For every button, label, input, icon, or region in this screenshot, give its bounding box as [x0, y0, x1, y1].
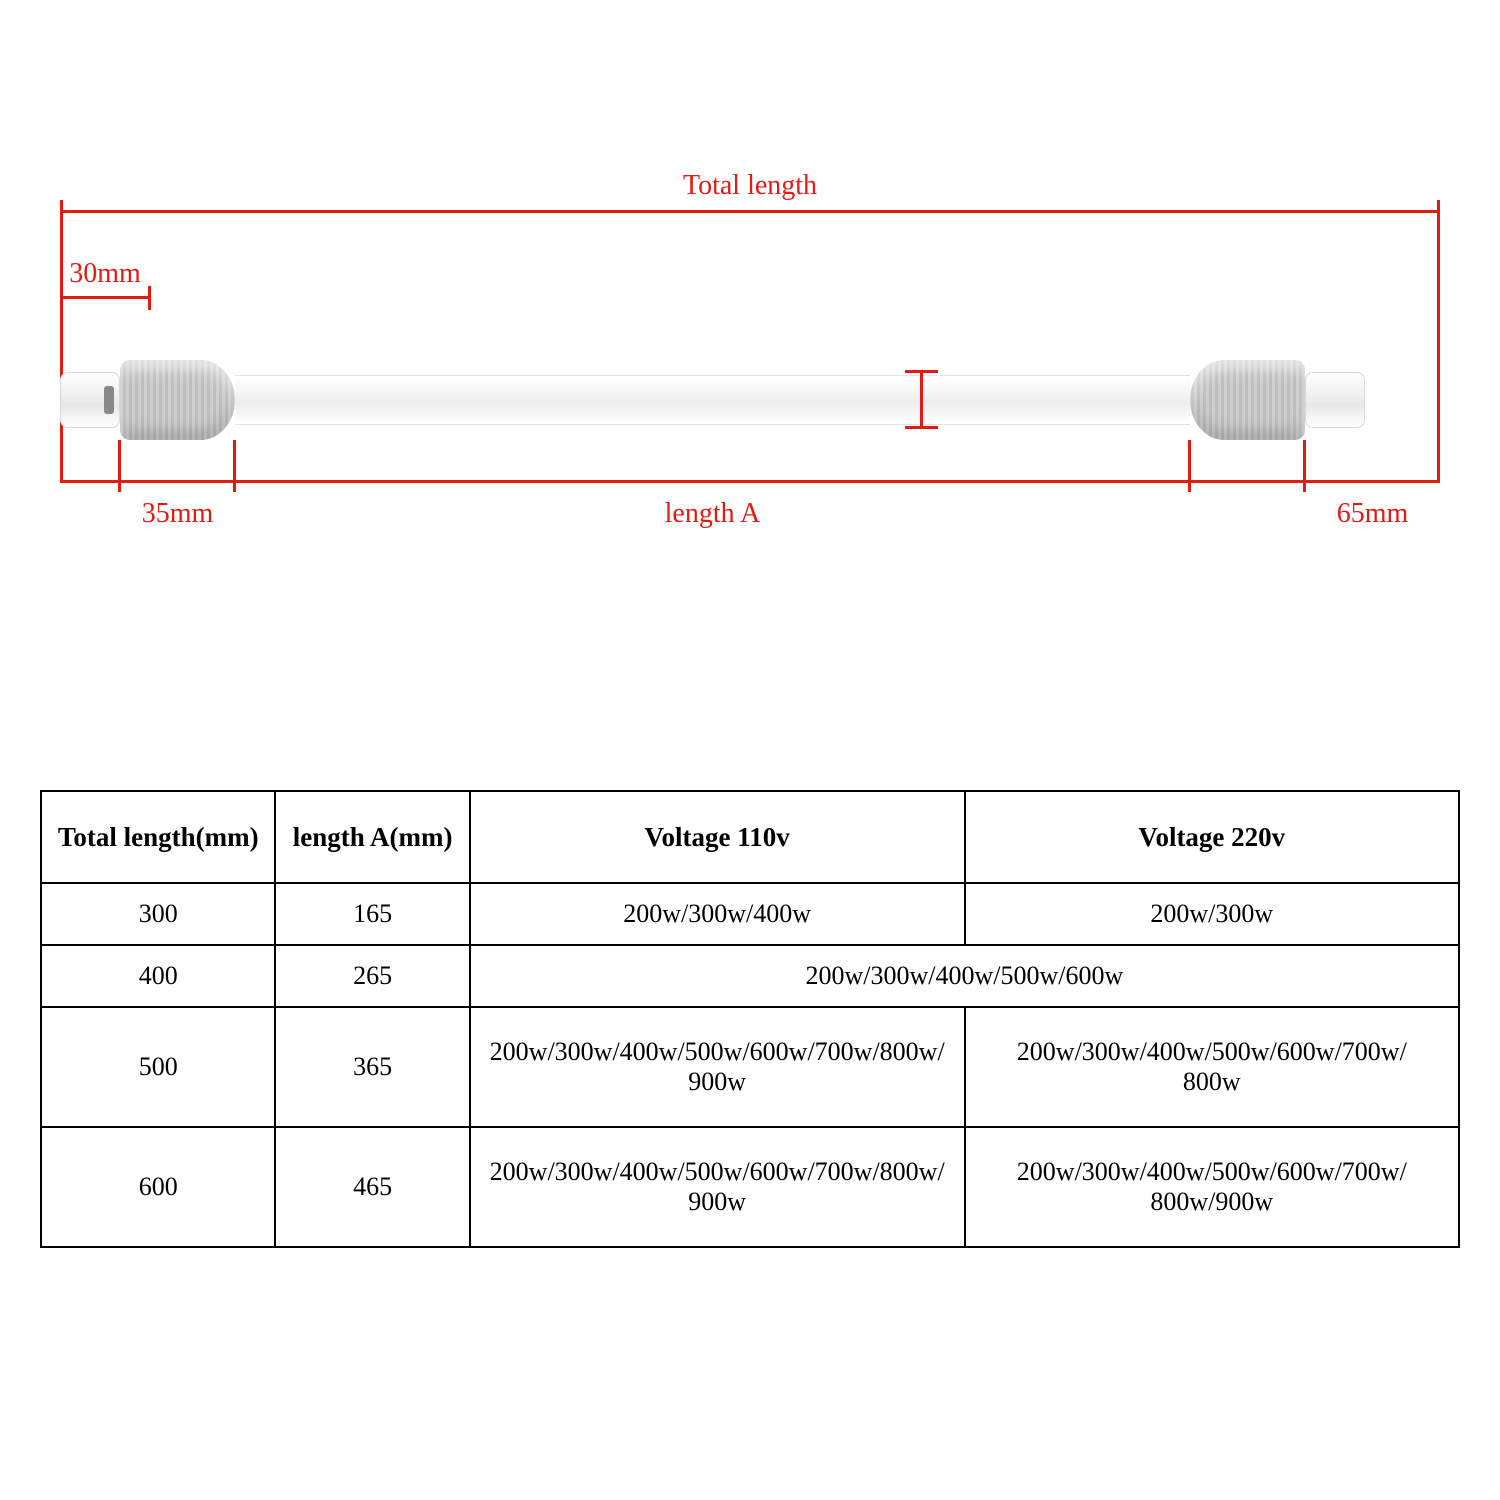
table-row: 500365200w/300w/400w/500w/600w/700w/800w… [41, 1007, 1459, 1127]
table-cell: 200w/300w [965, 883, 1459, 945]
table-cell: 465 [275, 1127, 469, 1247]
quartz-tube [235, 375, 1190, 425]
table-row: 300165200w/300w/400w200w/300w [41, 883, 1459, 945]
spec-table: Total length(mm) length A(mm) Voltage 11… [40, 790, 1460, 1248]
end-cap-right [1305, 372, 1365, 428]
tick-lengthA-right [1188, 440, 1191, 492]
table-cell: 200w/300w/400w/500w/600w [470, 945, 1459, 1007]
table-cell: 365 [275, 1007, 469, 1127]
dimline-total [60, 210, 1440, 213]
label-30mm: 30mm [55, 258, 155, 290]
dimension-diagram: Total length 30mm 35mm length A 65mm [60, 180, 1440, 580]
tick-lengthA-left [233, 440, 236, 492]
col-voltage-110: Voltage 110v [470, 791, 965, 883]
table-cell: 600 [41, 1127, 275, 1247]
dimline-lower [60, 480, 1440, 483]
tick-65mm-left [1303, 440, 1306, 492]
table-row: 600465200w/300w/400w/500w/600w/700w/800w… [41, 1127, 1459, 1247]
table-cell: 500 [41, 1007, 275, 1127]
label-total-length: Total length [60, 170, 1440, 202]
col-total-length: Total length(mm) [41, 791, 275, 883]
table-cell: 200w/300w/400w [470, 883, 965, 945]
table-cell: 265 [275, 945, 469, 1007]
table-row: 400265200w/300w/400w/500w/600w [41, 945, 1459, 1007]
label-lengthA: length A [235, 498, 1190, 530]
contact-left [104, 386, 114, 414]
tick-ferrule-left-start [118, 440, 121, 492]
table-header-row: Total length(mm) length A(mm) Voltage 11… [41, 791, 1459, 883]
table-cell: 300 [41, 883, 275, 945]
col-length-a: length A(mm) [275, 791, 469, 883]
ferrule-left [120, 360, 235, 440]
col-voltage-220: Voltage 220v [965, 791, 1459, 883]
table-cell: 165 [275, 883, 469, 945]
dimline-30mm [60, 296, 150, 299]
diameter-mark-top [905, 370, 938, 373]
table-cell: 400 [41, 945, 275, 1007]
table-cell: 200w/300w/400w/500w/600w/700w/800w/900w [965, 1127, 1459, 1247]
tube-assembly [60, 360, 1440, 440]
diameter-mark [920, 371, 923, 429]
tick-30mm-right [148, 286, 151, 310]
table-cell: 200w/300w/400w/500w/600w/700w/800w/900w [470, 1007, 965, 1127]
table-cell: 200w/300w/400w/500w/600w/700w/800w [965, 1007, 1459, 1127]
diameter-mark-bot [905, 426, 938, 429]
label-35mm: 35mm [120, 498, 235, 530]
label-65mm: 65mm [1305, 498, 1440, 530]
ferrule-right [1190, 360, 1305, 440]
table-cell: 200w/300w/400w/500w/600w/700w/800w/900w [470, 1127, 965, 1247]
table-body: 300165200w/300w/400w200w/300w400265200w/… [41, 883, 1459, 1247]
